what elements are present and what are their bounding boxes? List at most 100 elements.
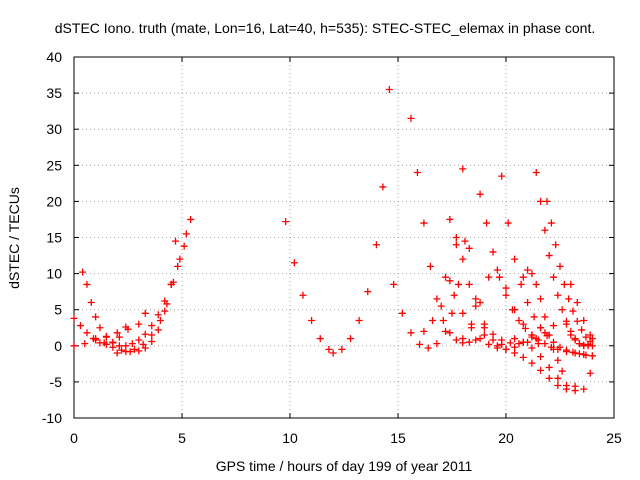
data-point [578, 326, 586, 334]
data-point [154, 326, 162, 334]
data-point [454, 280, 462, 288]
data-point [148, 322, 156, 330]
data-point [187, 215, 195, 223]
data-point [586, 331, 594, 339]
y-tick-label: 30 [46, 121, 62, 137]
data-point [141, 344, 149, 352]
data-point [556, 343, 564, 351]
y-tick-label: 5 [54, 302, 62, 318]
data-point [554, 382, 562, 390]
data-point [83, 329, 91, 337]
data-point [437, 302, 445, 310]
data-point [450, 291, 458, 299]
data-point [459, 309, 467, 317]
data-point [502, 291, 510, 299]
data-point [452, 336, 460, 344]
data-point [580, 317, 588, 325]
data-point [148, 337, 156, 345]
data-point [519, 353, 527, 361]
data-point [407, 329, 415, 337]
data-point [567, 280, 575, 288]
data-point [154, 311, 162, 319]
data-point [385, 85, 393, 93]
x-tick-label: 5 [178, 430, 186, 446]
data-point [76, 322, 84, 330]
data-point [528, 331, 536, 339]
data-point [562, 346, 570, 354]
data-point [554, 291, 562, 299]
data-point [573, 317, 581, 325]
data-point [496, 273, 504, 281]
data-point [135, 320, 143, 328]
data-point [541, 340, 549, 348]
data-point [582, 333, 590, 341]
data-point [580, 341, 588, 349]
data-point [506, 339, 514, 347]
data-point [439, 317, 447, 325]
x-tick-label: 25 [606, 430, 622, 446]
data-point [81, 340, 89, 348]
data-point [575, 350, 583, 358]
data-point [459, 255, 467, 263]
data-point [530, 313, 538, 321]
data-point [511, 349, 519, 357]
data-point [446, 277, 454, 285]
data-point [426, 262, 434, 270]
data-point [528, 344, 536, 352]
data-point [442, 273, 450, 281]
y-tick-label: 10 [46, 266, 62, 282]
data-point [130, 345, 138, 353]
data-point [534, 336, 542, 344]
data-point [571, 336, 579, 344]
data-point [113, 329, 121, 337]
data-point [545, 252, 553, 260]
data-point [515, 317, 523, 325]
data-point [547, 219, 555, 227]
data-point [524, 266, 532, 274]
y-tick-label: 20 [46, 193, 62, 209]
data-point [537, 295, 545, 303]
data-point [472, 336, 480, 344]
data-point [172, 237, 180, 245]
x-axis-label: GPS time / hours of day 199 of year 2011 [216, 458, 473, 474]
data-point [135, 336, 143, 344]
data-point [299, 291, 307, 299]
data-point [379, 183, 387, 191]
data-point [554, 374, 562, 382]
data-point [346, 335, 354, 343]
data-point [424, 344, 432, 352]
data-point [554, 356, 562, 364]
data-point [161, 307, 169, 315]
data-point [493, 342, 501, 350]
data-point [446, 329, 454, 337]
data-point [70, 314, 78, 322]
data-point [543, 197, 551, 205]
data-point [545, 363, 553, 371]
data-point [83, 280, 91, 288]
data-point [465, 338, 473, 346]
data-point [398, 309, 406, 317]
data-point [582, 351, 590, 359]
data-point [290, 259, 298, 267]
data-point [476, 190, 484, 198]
data-point [550, 345, 558, 353]
data-point [571, 387, 579, 395]
data-point [558, 306, 566, 314]
data-point [96, 324, 104, 332]
data-point [476, 298, 484, 306]
data-point [174, 262, 182, 270]
data-point [141, 330, 149, 338]
x-tick-label: 15 [390, 430, 406, 446]
data-point [515, 340, 523, 348]
data-points [70, 85, 596, 395]
data-point [459, 165, 467, 173]
data-point [124, 325, 132, 333]
data-point [459, 335, 467, 343]
chart-title: dSTEC Iono. truth (mate, Lon=16, Lat=40,… [55, 20, 595, 36]
data-point [552, 241, 560, 249]
data-point [588, 342, 596, 350]
data-point [567, 331, 575, 339]
data-point [282, 218, 290, 226]
data-point [115, 342, 123, 350]
data-point [364, 288, 372, 296]
